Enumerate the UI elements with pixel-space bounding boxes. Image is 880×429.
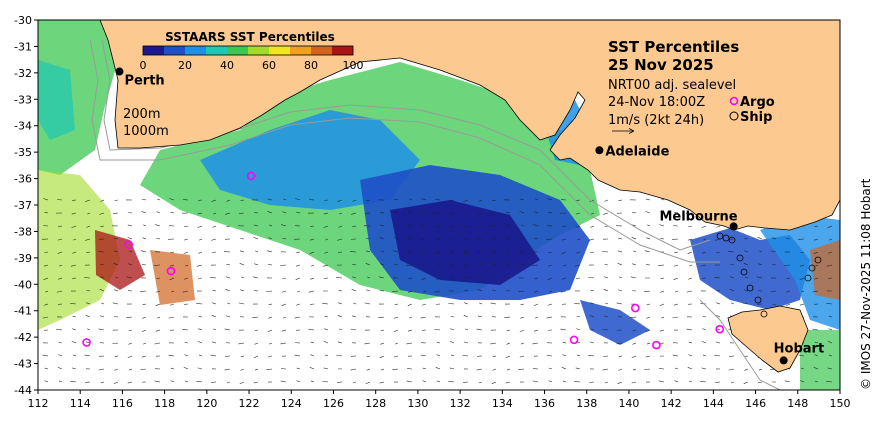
city-label: Adelaide — [605, 144, 669, 159]
x-tick-label: 114 — [70, 397, 91, 410]
y-tick-label: -38 — [14, 225, 32, 238]
x-tick-label: 120 — [196, 397, 217, 410]
colorbar-tick-label: 60 — [262, 59, 276, 72]
y-tick-label: -37 — [14, 199, 32, 212]
y-axis: -30 -31 -32 -33 -34 -35 -36 -37 -38 -39 -40 -41 -42 -… — [14, 14, 38, 397]
map-date: 25 Nov 2025 — [608, 56, 714, 74]
ship-legend-label: Ship — [740, 110, 772, 125]
x-tick-label: 150 — [830, 397, 851, 410]
colorbar-swatch — [332, 46, 353, 55]
y-tick-label: -39 — [14, 252, 32, 265]
colorbar-swatch — [227, 46, 248, 55]
city-label: Melbourne — [659, 209, 737, 224]
city-marker — [595, 146, 603, 154]
y-tick-label: -40 — [14, 278, 32, 291]
x-axis: 112 114 116 118 120 122 124 126 128 130 132 134 136 1… — [28, 390, 851, 410]
x-tick-label: 118 — [154, 397, 175, 410]
colorbar-swatch — [185, 46, 206, 55]
colorbar-tick-label: 40 — [220, 59, 234, 72]
x-tick-label: 148 — [787, 397, 808, 410]
colorbar-tick-label: 0 — [140, 59, 147, 72]
x-tick-label: 134 — [492, 397, 513, 410]
colorbar-swatch — [311, 46, 332, 55]
y-tick-label: -44 — [14, 384, 32, 397]
y-tick-label: -30 — [14, 14, 32, 27]
x-tick-label: 130 — [407, 397, 428, 410]
y-tick-label: -34 — [14, 120, 32, 133]
x-tick-label: 140 — [618, 397, 639, 410]
x-tick-label: 144 — [703, 397, 724, 410]
colorbar-swatch — [290, 46, 311, 55]
y-tick-label: -43 — [14, 358, 32, 371]
x-tick-label: 124 — [281, 397, 302, 410]
city-label: Hobart — [774, 341, 825, 356]
x-tick-label: 146 — [745, 397, 766, 410]
info-scale: 1m/s (2kt 24h) — [608, 113, 704, 128]
colorbar-swatch — [269, 46, 290, 55]
y-tick-label: -35 — [14, 146, 32, 159]
x-tick-label: 132 — [450, 397, 471, 410]
y-tick-label: -33 — [14, 93, 32, 106]
x-tick-label: 128 — [365, 397, 386, 410]
y-tick-label: -31 — [14, 40, 32, 53]
info-sealevel: NRT00 adj. sealevel — [608, 78, 736, 93]
info-time: 24-Nov 18:00Z — [608, 95, 705, 110]
city-adelaide: Adelaide — [595, 144, 669, 159]
x-tick-label: 126 — [323, 397, 344, 410]
city-marker — [780, 356, 788, 364]
argo-legend-label: Argo — [740, 95, 775, 110]
x-tick-label: 122 — [239, 397, 260, 410]
y-tick-label: -41 — [14, 305, 32, 318]
y-tick-label: -42 — [14, 331, 32, 344]
colorbar-swatch — [143, 46, 164, 55]
colorbar-tick-label: 80 — [304, 59, 318, 72]
colorbar-swatch — [206, 46, 227, 55]
depth-label-1000m: 1000m — [123, 124, 169, 139]
x-tick-label: 112 — [28, 397, 49, 410]
depth-label-200m: 200m — [123, 107, 160, 122]
colorbar-tick-label: 20 — [178, 59, 192, 72]
x-tick-label: 138 — [576, 397, 597, 410]
x-tick-label: 142 — [661, 397, 682, 410]
colorbar-swatch — [248, 46, 269, 55]
colorbar-title: SSTAARS SST Percentiles — [165, 30, 335, 44]
colorbar-swatch — [164, 46, 185, 55]
y-tick-label: -36 — [14, 173, 32, 186]
x-tick-label: 136 — [534, 397, 555, 410]
city-marker — [115, 68, 123, 76]
colorbar-swatches — [143, 46, 353, 55]
city-label: Perth — [124, 74, 164, 89]
map-title: SST Percentiles — [608, 38, 739, 56]
x-tick-label: 116 — [112, 397, 133, 410]
y-tick-label: -32 — [14, 67, 32, 80]
colorbar-tick-label: 100 — [343, 59, 364, 72]
credit-text: © IMOS 27-Nov-2025 11:08 Hobart — [859, 178, 873, 390]
